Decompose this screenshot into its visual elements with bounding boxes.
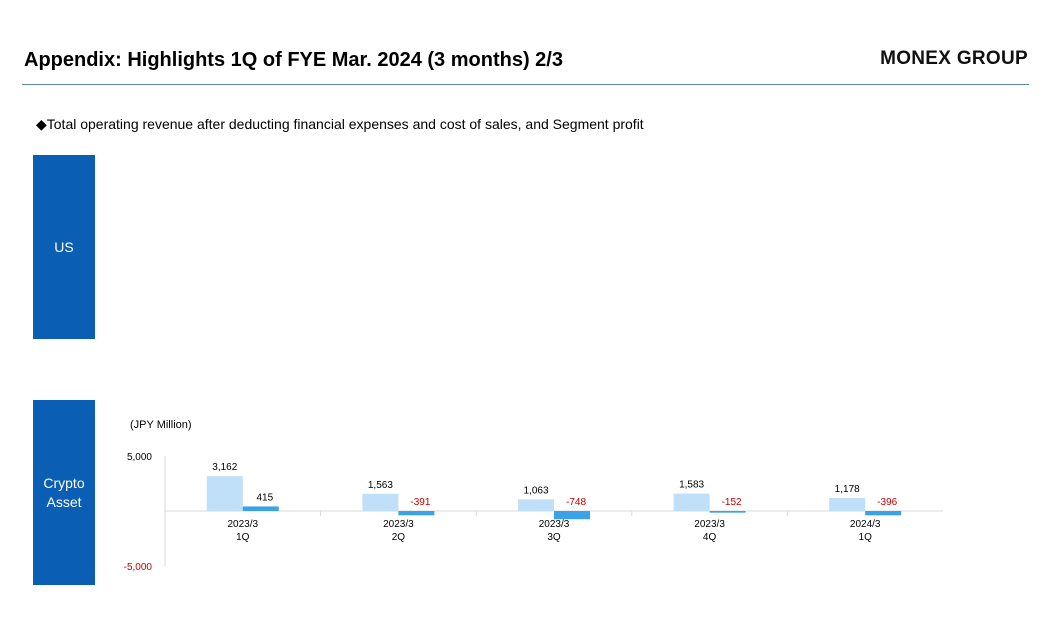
y-tick-label: 5,000 — [127, 452, 152, 463]
x-tick-label: 2024/3 — [850, 519, 881, 530]
data-label: -152 — [722, 497, 742, 508]
section-subtitle: ◆Total operating revenue after deducting… — [36, 116, 644, 132]
page-title: Appendix: Highlights 1Q of FYE Mar. 2024… — [24, 49, 563, 71]
x-tick-label: 2023/3 — [228, 519, 259, 530]
x-tick-label: 2023/3 — [539, 519, 570, 530]
x-tick-label: 1Q — [859, 532, 873, 543]
bar-series-1 — [673, 493, 710, 511]
data-label: 3,162 — [212, 462, 237, 473]
bar-series-1 — [518, 499, 554, 511]
segment-label-crypto: Crypto Asset — [33, 400, 95, 585]
bar-series-2 — [242, 506, 279, 511]
segment-label-crypto-text: Crypto Asset — [43, 474, 85, 510]
title-divider — [22, 84, 1029, 85]
x-tick-label: 3Q — [547, 532, 561, 543]
y-tick-label: -5,000 — [124, 562, 153, 573]
data-label: 1,563 — [368, 480, 393, 491]
data-label: 1,583 — [679, 480, 704, 491]
x-tick-label: 1Q — [236, 532, 250, 543]
bar-series-2 — [865, 511, 902, 516]
x-tick-label: 2023/3 — [383, 519, 414, 530]
segment-label-us: US — [33, 155, 95, 339]
bar-series-1 — [829, 498, 866, 511]
x-tick-label: 4Q — [703, 532, 717, 543]
bar-series-1 — [362, 493, 399, 511]
x-tick-label: 2023/3 — [694, 519, 725, 530]
chart-unit-label: (JPY Million) — [130, 419, 192, 431]
data-label: 415 — [256, 492, 273, 503]
data-label: -748 — [566, 497, 586, 508]
bar-series-1 — [206, 476, 243, 511]
data-label: -391 — [410, 497, 430, 508]
brand-logo: MONEX GROUP — [880, 48, 1028, 69]
data-label: 1,178 — [835, 484, 860, 495]
bar-series-2 — [554, 511, 590, 520]
bar-series-2 — [709, 511, 746, 513]
bar-series-2 — [398, 511, 435, 516]
data-label: -396 — [877, 497, 897, 508]
segment-label-us-text: US — [54, 238, 74, 255]
x-tick-label: 2Q — [392, 532, 406, 543]
data-label: 1,063 — [523, 485, 548, 496]
